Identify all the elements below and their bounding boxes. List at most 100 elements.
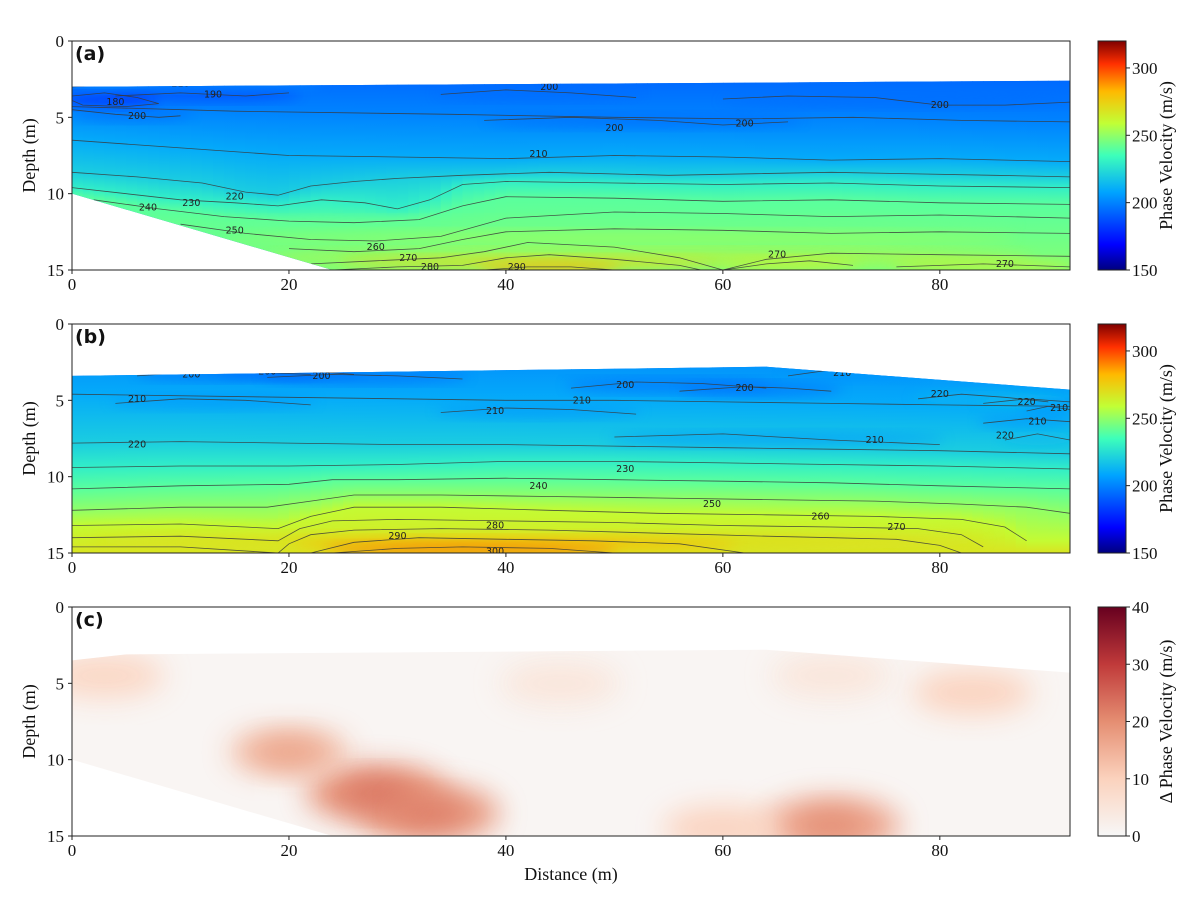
anomaly — [662, 806, 783, 836]
x-tick-label: 60 — [714, 275, 731, 294]
contour-line-220 — [1004, 433, 1070, 441]
contour-line-290 — [484, 266, 615, 271]
velocity-field: 180 190 210 200 200 200 200 200 200 200 210 220 230 2… — [72, 73, 1070, 273]
contour-line-270 — [72, 518, 984, 548]
contour-label: 200 — [735, 383, 753, 394]
contour-label: 270 — [996, 259, 1014, 270]
contour-label: 200 — [605, 123, 623, 134]
anomaly-core — [252, 736, 325, 769]
contour-label: 250 — [226, 225, 244, 236]
x-tick-label: 60 — [714, 841, 731, 860]
contour-line-210 — [1026, 405, 1070, 412]
colorbar-tick-label: 250 — [1132, 126, 1158, 145]
y-tick-label: 5 — [56, 391, 65, 410]
contour-label: 240 — [529, 481, 547, 492]
x-tick-label: 40 — [497, 841, 514, 860]
axes-frame — [71, 606, 1071, 837]
contour-line-250 — [180, 211, 1070, 242]
contour-label: 200 — [627, 74, 645, 85]
colorbar: 0 10 20 30 40 Δ Phase Velocity (m/s) — [1097, 598, 1177, 846]
contour-label: 210 — [1050, 403, 1068, 414]
colorbar-tick-label: 200 — [1132, 477, 1158, 496]
y-tick-label: 15 — [47, 544, 64, 563]
contour-label: 200 — [540, 82, 558, 93]
x-tick-label: 0 — [68, 558, 77, 577]
anomaly-core — [393, 797, 466, 830]
contour-line-210 — [440, 407, 637, 415]
contour-label: 290 — [388, 531, 406, 542]
contour-line-210 — [72, 393, 1070, 407]
contour-label: 210 — [866, 435, 884, 446]
y-tick-label: 5 — [56, 108, 65, 127]
panel-3: 0 20 40 60 80 0 5 10 15 Depth (m) Distance (m) (c) 0… — [19, 598, 1177, 885]
colorbar: 150 200 250 300 Phase Velocity (m/s) — [1097, 40, 1177, 280]
y-tick-label: 15 — [47, 827, 64, 846]
panel-label: (c) — [75, 609, 104, 631]
contour-label: 290 — [508, 262, 526, 273]
contour-line-220 — [918, 393, 1049, 403]
contour-line-200 — [679, 386, 832, 392]
contour-line-210 — [72, 139, 1070, 162]
contour-line-290 — [310, 537, 745, 553]
contour-label: 210 — [128, 394, 146, 405]
contour-line-200 — [484, 116, 789, 126]
x-tick-label: 40 — [497, 275, 514, 294]
contour-label: 190 — [204, 89, 222, 100]
contour-label: 270 — [399, 253, 417, 264]
contour-line-210 — [115, 398, 311, 406]
contour-line-200 — [310, 80, 550, 82]
contour-label: 260 — [367, 242, 385, 253]
contour-label: 180 — [106, 97, 124, 108]
contour-label: 220 — [226, 192, 244, 203]
y-axis-label: Depth (m) — [19, 118, 40, 192]
x-tick-label: 20 — [280, 841, 297, 860]
anomaly — [72, 653, 165, 698]
x-tick-label: 0 — [68, 275, 77, 294]
contour-label: 200 — [388, 73, 406, 84]
contour-label: 220 — [128, 440, 146, 451]
contour-line-240 — [93, 196, 1070, 224]
panel-label: (b) — [75, 326, 106, 348]
y-tick-label: 10 — [47, 185, 64, 204]
colorbar-tick-label: 150 — [1132, 261, 1158, 280]
x-tick-label: 60 — [714, 558, 731, 577]
x-tick-label: 80 — [931, 841, 948, 860]
contour-label: 270 — [887, 522, 905, 533]
anomaly — [771, 653, 892, 698]
contour-line-200 — [72, 109, 181, 118]
colorbar-tick-label: 200 — [1132, 194, 1158, 213]
y-tick-label: 10 — [47, 751, 64, 770]
contour-label: 300 — [486, 546, 504, 557]
contour-line-200 — [267, 373, 463, 380]
x-tick-label: 80 — [931, 558, 948, 577]
contour-line-200 — [722, 95, 1070, 106]
contour-label: 260 — [811, 511, 829, 522]
contour-label: 200 — [258, 366, 276, 377]
velocity-field — [72, 649, 1070, 836]
contour-label: 200 — [616, 380, 634, 391]
y-tick-label: 0 — [56, 32, 65, 51]
contour-label: 200 — [128, 111, 146, 122]
axes-frame — [71, 40, 1071, 271]
contour-label: 210 — [171, 79, 189, 90]
x-tick-label: 80 — [931, 275, 948, 294]
colorbar-tick-label: 0 — [1132, 827, 1141, 846]
contour-line-210 — [614, 433, 940, 445]
contour-line-200 — [440, 89, 637, 98]
contour-line-280 — [72, 528, 962, 553]
anomaly — [500, 661, 621, 706]
y-axis-label: Depth (m) — [19, 684, 40, 758]
contour-label: 280 — [421, 262, 439, 273]
contour-line-200 — [72, 106, 1070, 123]
contour-line-270 — [722, 260, 854, 271]
contour-label: 240 — [139, 202, 157, 213]
y-tick-label: 0 — [56, 315, 65, 334]
contour-label: 270 — [768, 250, 786, 261]
anomaly-core — [795, 809, 868, 836]
contour-label: 210 — [529, 149, 547, 160]
colorbar-label: Δ Phase Velocity (m/s) — [1156, 640, 1177, 804]
contour-label: 220 — [1018, 397, 1036, 408]
contour-line-190 — [115, 92, 290, 97]
